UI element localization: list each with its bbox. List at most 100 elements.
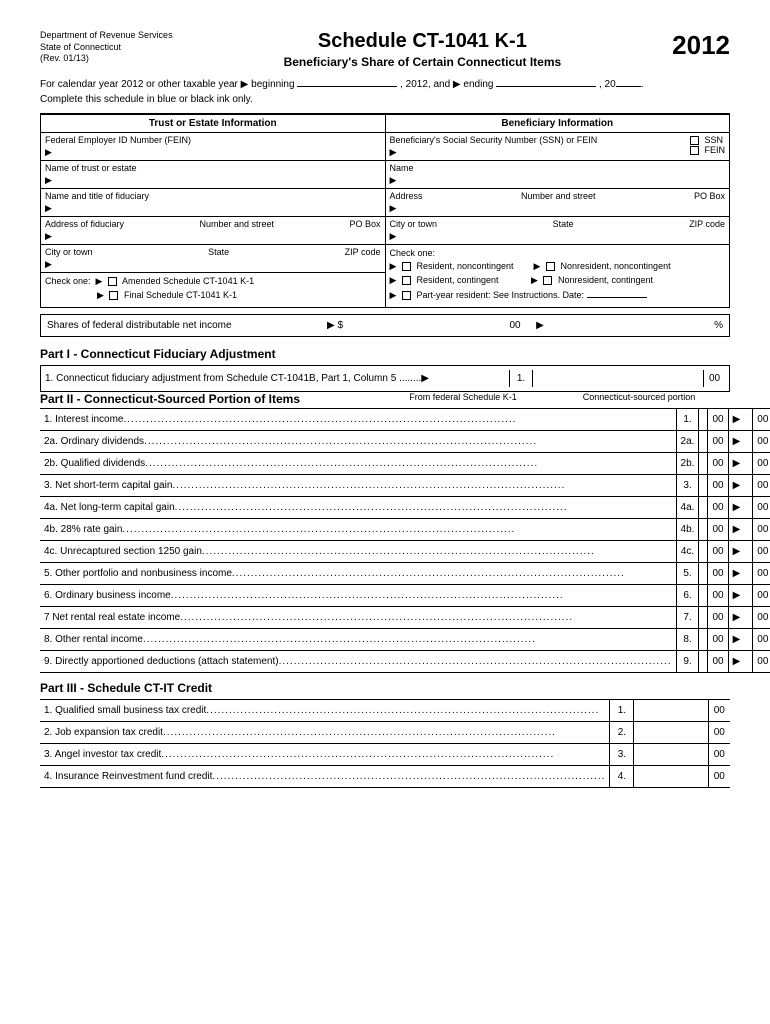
part2-row: 4c. Unrecaptured section 1250 gain4c.00▶…	[40, 541, 770, 563]
p2-fed-amount[interactable]	[699, 563, 708, 585]
p2-fed-zz: 00	[708, 563, 728, 585]
fein-checkbox[interactable]	[690, 146, 699, 155]
p2-ct-amount[interactable]	[744, 651, 753, 673]
p2-fed-zz: 00	[708, 629, 728, 651]
p2-arrow: ▶	[728, 409, 744, 431]
part2-title: Part II - Connecticut-Sourced Portion of…	[40, 392, 378, 406]
p2-fed-amount[interactable]	[699, 585, 708, 607]
p2-num: 2a.	[676, 431, 699, 453]
p2-ct-amount[interactable]	[744, 563, 753, 585]
p2-num: 1.	[676, 409, 699, 431]
res-c-checkbox[interactable]	[402, 276, 411, 285]
p2-ct-amount[interactable]	[744, 497, 753, 519]
part2-h1: From federal Schedule K-1	[378, 392, 548, 406]
p2-fed-amount[interactable]	[699, 475, 708, 497]
part2-h2: Connecticut-sourced portion	[548, 392, 730, 406]
p2-fed-amount[interactable]	[699, 431, 708, 453]
p2-fed-amount[interactable]	[699, 541, 708, 563]
p2-desc: 5. Other portfolio and nonbusiness incom…	[40, 563, 676, 585]
fein-field[interactable]: Federal Employer ID Number (FEIN) ▶	[41, 133, 385, 161]
p3-amount[interactable]	[634, 700, 708, 722]
p2-fed-amount[interactable]	[699, 629, 708, 651]
p2-desc: 4b. 28% rate gain	[40, 519, 676, 541]
p2-fed-zz: 00	[708, 497, 728, 519]
p2-arrow: ▶	[728, 475, 744, 497]
p2-fed-zz: 00	[708, 409, 728, 431]
p2-ct-amount[interactable]	[744, 629, 753, 651]
ben-ssn-field[interactable]: Beneficiary's Social Security Number (SS…	[386, 133, 730, 161]
trust-check-section: Check one: ▶ Amended Schedule CT-1041 K-…	[41, 273, 385, 307]
p2-ct-zz: 00	[753, 629, 770, 651]
ben-city-field[interactable]: City or town State ZIP code ▶	[386, 217, 730, 245]
p2-num: 4a.	[676, 497, 699, 519]
part2-row: 1. Interest income1.00▶00	[40, 409, 770, 431]
ssn-checkbox[interactable]	[690, 136, 699, 145]
fiduciary-city-field[interactable]: City or town State ZIP code ▶	[41, 245, 385, 273]
p2-desc: 8. Other rental income	[40, 629, 676, 651]
fiduciary-name-field[interactable]: Name and title of fiduciary ▶	[41, 189, 385, 217]
p3-amount[interactable]	[634, 766, 708, 788]
p2-ct-zz: 00	[753, 431, 770, 453]
p2-fed-zz: 00	[708, 431, 728, 453]
p2-fed-amount[interactable]	[699, 519, 708, 541]
p2-arrow: ▶	[728, 519, 744, 541]
p2-desc: 2a. Ordinary dividends	[40, 431, 676, 453]
p2-ct-amount[interactable]	[744, 475, 753, 497]
p2-fed-amount[interactable]	[699, 453, 708, 475]
p2-num: 7.	[676, 607, 699, 629]
part1-line1: 1. Connecticut fiduciary adjustment from…	[45, 373, 509, 384]
p2-fed-amount[interactable]	[699, 651, 708, 673]
p3-amount[interactable]	[634, 722, 708, 744]
p2-ct-zz: 00	[753, 563, 770, 585]
p2-desc: 4a. Net long-term capital gain	[40, 497, 676, 519]
p2-ct-amount[interactable]	[744, 453, 753, 475]
part3-row: 3. Angel investor tax credit3.00	[40, 744, 730, 766]
part2-row: 4a. Net long-term capital gain4a.00▶00	[40, 497, 770, 519]
p2-ct-amount[interactable]	[744, 607, 753, 629]
fiduciary-address-field[interactable]: Address of fiduciary Number and street P…	[41, 217, 385, 245]
part2-row: 6. Ordinary business income6.00▶00	[40, 585, 770, 607]
p2-arrow: ▶	[728, 541, 744, 563]
p2-ct-amount[interactable]	[744, 585, 753, 607]
nres-nc-checkbox[interactable]	[546, 262, 555, 271]
p2-num: 4c.	[676, 541, 699, 563]
p2-fed-amount[interactable]	[699, 409, 708, 431]
p2-ct-amount[interactable]	[744, 409, 753, 431]
part3-row: 4. Insurance Reinvestment fund credit4.0…	[40, 766, 730, 788]
part3-row: 1. Qualified small business tax credit1.…	[40, 700, 730, 722]
part2-row: 9. Directly apportioned deductions (atta…	[40, 651, 770, 673]
ending-blank[interactable]	[496, 77, 596, 87]
p3-amount[interactable]	[634, 744, 708, 766]
p2-arrow: ▶	[728, 607, 744, 629]
shares-amount[interactable]: ▶ $	[327, 320, 500, 331]
p3-num: 3.	[610, 744, 634, 766]
ben-address-field[interactable]: Address Number and street PO Box ▶	[386, 189, 730, 217]
final-checkbox[interactable]	[109, 291, 118, 300]
p2-num: 6.	[676, 585, 699, 607]
nres-c-checkbox[interactable]	[543, 276, 552, 285]
p2-ct-amount[interactable]	[744, 431, 753, 453]
shares-pct[interactable]: %	[550, 320, 723, 331]
res-nc-checkbox[interactable]	[402, 262, 411, 271]
p2-ct-amount[interactable]	[744, 541, 753, 563]
part2-table: 1. Interest income1.00▶002a. Ordinary di…	[40, 408, 770, 673]
p2-fed-zz: 00	[708, 607, 728, 629]
p2-ct-amount[interactable]	[744, 519, 753, 541]
form-title: Schedule CT-1041 K-1	[173, 30, 673, 53]
p3-zz: 00	[708, 722, 730, 744]
p2-fed-amount[interactable]	[699, 607, 708, 629]
trust-name-field[interactable]: Name of trust or estate ▶	[41, 161, 385, 189]
part3-row: 2. Job expansion tax credit2.00	[40, 722, 730, 744]
beneficiary-column: Beneficiary Information Beneficiary's So…	[385, 115, 730, 307]
party-checkbox[interactable]	[402, 291, 411, 300]
ben-name-field[interactable]: Name ▶	[386, 161, 730, 189]
part1-box: 1. Connecticut fiduciary adjustment from…	[40, 365, 730, 392]
amended-checkbox[interactable]	[108, 277, 117, 286]
form-subtitle: Beneficiary's Share of Certain Connectic…	[173, 55, 673, 69]
p3-desc: 2. Job expansion tax credit	[40, 722, 610, 744]
party-date-blank[interactable]	[587, 289, 647, 298]
p2-fed-amount[interactable]	[699, 497, 708, 519]
beginning-blank[interactable]	[297, 77, 397, 87]
part3-table: 1. Qualified small business tax credit1.…	[40, 699, 730, 788]
p2-fed-zz: 00	[708, 475, 728, 497]
